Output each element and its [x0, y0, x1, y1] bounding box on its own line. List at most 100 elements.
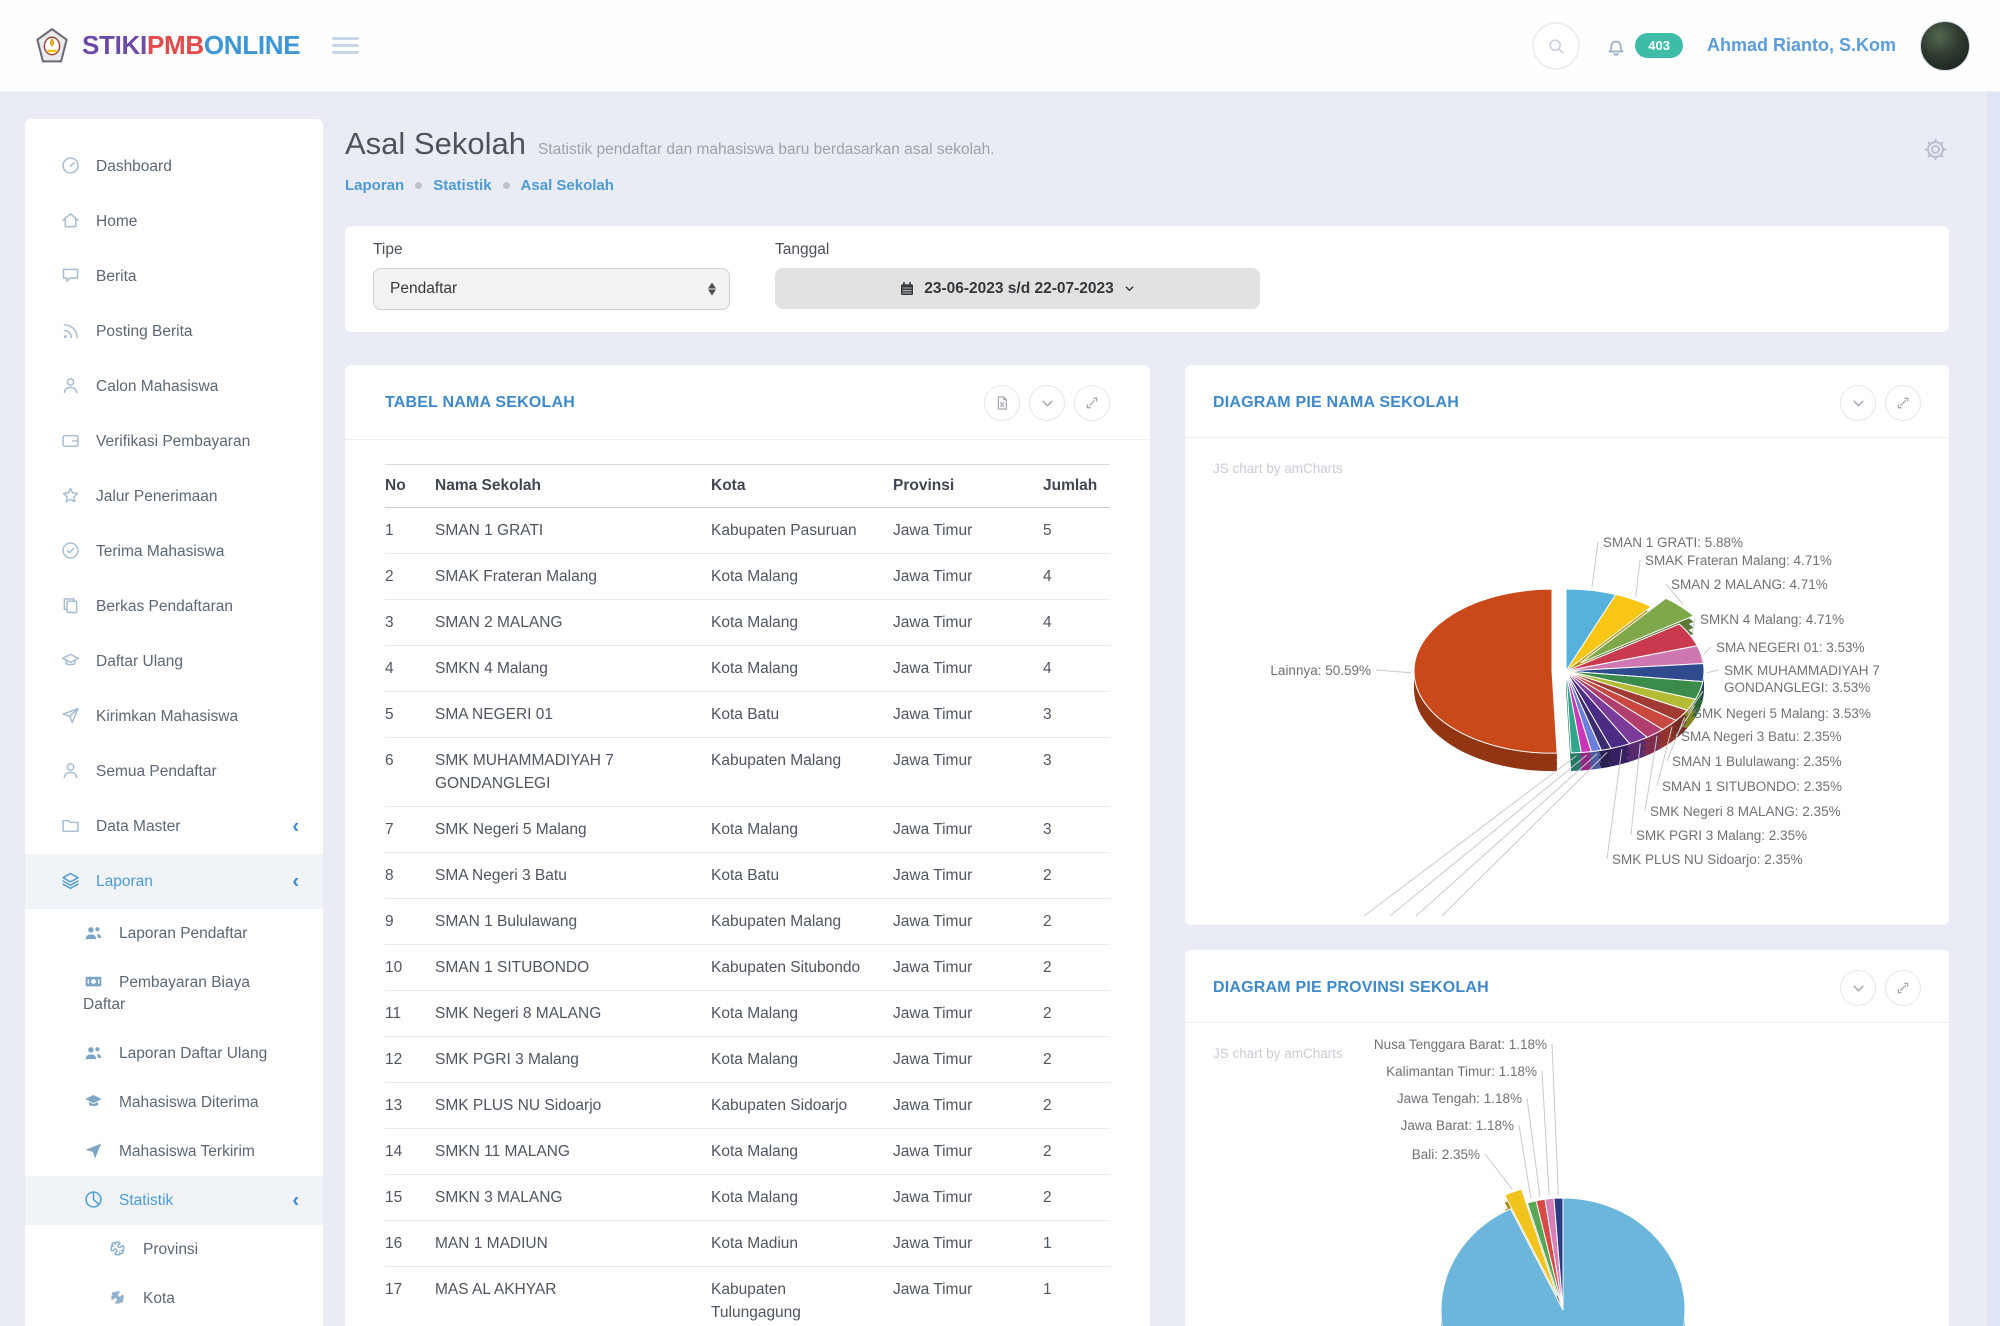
sidebar-item-terima-mahasiswa[interactable]: Terima Mahasiswa [25, 524, 323, 579]
search-button[interactable] [1532, 21, 1581, 70]
expand-button[interactable] [1885, 385, 1921, 421]
sidebar-item-mahasiswa-terkirim[interactable]: Mahasiswa Terkirim [25, 1127, 323, 1176]
collapse-button[interactable] [1840, 970, 1876, 1006]
column-header-provinsi: Provinsi [893, 477, 955, 494]
cell-provinsi: Jawa Timur [893, 821, 973, 838]
sidebar-item-laporan[interactable]: Laporan ‹ [25, 854, 323, 909]
amcharts-watermark: JS chart by amCharts [1213, 1046, 1343, 1061]
settings-button[interactable] [1922, 136, 1949, 168]
pie1-actions [1840, 385, 1921, 421]
cell-no: 15 [385, 1189, 403, 1206]
table-row: 2 SMAK Frateran Malang Kota Malang Jawa Tim… [385, 554, 1110, 600]
page-scrollbar[interactable] [1987, 92, 2000, 1326]
collapse-button[interactable] [1840, 385, 1876, 421]
pie-slice-lainnya[interactable] [1413, 588, 1558, 754]
pie-label: Kalimantan Timur: 1.18% [1386, 1064, 1537, 1079]
gear-icon [1924, 138, 1947, 161]
notifications[interactable]: 403 [1604, 33, 1683, 58]
sidebar-item-semua-pendaftar[interactable]: Semua Pendaftar [25, 744, 323, 799]
sidebar-item-daftar-ulang[interactable]: Daftar Ulang [25, 634, 323, 689]
sidebar-item-statistik[interactable]: Statistik ‹ [25, 1176, 323, 1225]
sidebar-item-laporan-pendaftar[interactable]: Laporan Pendaftar [25, 909, 323, 958]
cell-provinsi: Jawa Timur [893, 959, 973, 976]
avatar[interactable] [1920, 20, 1970, 71]
sidebar-item-data-master[interactable]: Data Master ‹ [25, 799, 323, 854]
sidebar-item-mahasiswa-diterima[interactable]: Mahasiswa Diterima [25, 1078, 323, 1127]
sidebar-item-berita[interactable]: Berita [25, 249, 323, 304]
tipe-label: Tipe [373, 241, 403, 258]
table-row: 4 SMKN 4 Malang Kota Malang Jawa Timur 4 [385, 646, 1110, 692]
sidebar-item-provinsi[interactable]: Provinsi [25, 1225, 323, 1274]
sidebar-item-pembayaran-biaya-daftar[interactable]: Pembayaran Biaya Daftar [25, 958, 323, 1029]
hamburger-menu-icon[interactable] [332, 37, 360, 54]
logo[interactable]: STIKIPMBONLINE [34, 27, 360, 65]
pie-label: SMK PLUS NU Sidoarjo: 2.35% [1612, 852, 1803, 867]
sidebar-item-kota[interactable]: Kota [25, 1274, 323, 1323]
pie-chart-nama-sekolah[interactable]: SMAN 1 GRATI: 5.88% SMAK Frateran Malang:… [1185, 435, 1949, 925]
export-excel-button[interactable] [984, 385, 1020, 421]
table-row: 13 SMK PLUS NU Sidoarjo Kabupaten Sidoarjo… [385, 1083, 1110, 1129]
sidebar-item-label: Kota [143, 1290, 175, 1307]
sidebar-item-calon-mahasiswa[interactable]: Calon Mahasiswa [25, 359, 323, 414]
expand-button[interactable] [1074, 385, 1110, 421]
pie-chart-provinsi-sekolah[interactable]: Nusa Tenggara Barat: 1.18% Kalimantan Tim… [1185, 1030, 1949, 1326]
sidebar-item-home[interactable]: Home [25, 194, 323, 249]
tipe-select-value: Pendaftar [390, 280, 458, 297]
sidebar-item-label: Laporan [96, 873, 153, 890]
tanggal-filter-group: Tanggal 23-06-2023 s/d 22-07-2023 [775, 241, 1260, 317]
cell-provinsi: Jawa Timur [893, 867, 973, 884]
pie-slice-sman-2-malang[interactable] [1580, 597, 1695, 664]
table-row: 3 SMAN 2 MALANG Kota Malang Jawa Timur 4 [385, 600, 1110, 646]
sidebar-item-kirimkan-mahasiswa[interactable]: Kirimkan Mahasiswa [25, 689, 323, 744]
puzzle-icon [107, 1238, 128, 1259]
table-body: 1 SMAN 1 GRATI Kabupaten Pasuruan Jawa Timu… [385, 508, 1110, 1326]
cell-no: 5 [385, 706, 394, 723]
expand-icon [1086, 397, 1098, 409]
breadcrumb-asal-sekolah[interactable]: Asal Sekolah [520, 177, 614, 194]
cell-jumlah: 2 [1043, 867, 1052, 884]
sidebar-item-jalur-penerimaan[interactable]: Jalur Penerimaan [25, 469, 323, 524]
cell-nama-sekolah: SMK Negeri 5 Malang [435, 821, 587, 838]
sidebar-item-posting-berita[interactable]: Posting Berita [25, 304, 323, 359]
breadcrumb-statistik[interactable]: Statistik [433, 177, 492, 194]
cell-kota: Kota Batu [711, 867, 780, 884]
sidebar-item-laporan-daftar-ulang[interactable]: Laporan Daftar Ulang [25, 1029, 323, 1078]
cell-kota: Kota Malang [711, 614, 799, 631]
pie-label-line [1606, 748, 1623, 860]
cell-no: 17 [385, 1281, 403, 1298]
chat-icon [60, 265, 81, 286]
sidebar-item-verifikasi-pembayaran[interactable]: Verifikasi Pembayaran [25, 414, 323, 469]
users-solid-icon [83, 922, 104, 943]
table-row: 5 SMA NEGERI 01 Kota Batu Jawa Timur 3 [385, 692, 1110, 738]
cell-nama-sekolah: SMAK Frateran Malang [435, 568, 597, 585]
user-name[interactable]: Ahmad Rianto, S.Kom [1706, 35, 1896, 55]
sidebar-item-berkas-pendaftaran[interactable]: Berkas Pendaftaran [25, 579, 323, 634]
pie-slice-bali[interactable] [1504, 1188, 1558, 1297]
tipe-select[interactable]: Pendaftar [373, 268, 730, 310]
pie2-title: DIAGRAM PIE PROVINSI SEKOLAH [1213, 979, 1489, 996]
copy-icon [60, 595, 81, 616]
pie-slice-nusa-tenggara-barat[interactable] [1553, 1197, 1564, 1311]
pie-slice-smak-frateran-malang[interactable] [1565, 593, 1653, 672]
expand-button[interactable] [1885, 970, 1921, 1006]
cell-provinsi: Jawa Timur [893, 1051, 973, 1068]
date-range-button[interactable]: 23-06-2023 s/d 22-07-2023 [775, 268, 1260, 309]
sidebar-item-dashboard[interactable]: Dashboard [25, 139, 323, 194]
pie-label: SMA NEGERI 01: 3.53% [1716, 640, 1865, 655]
collapse-button[interactable] [1029, 385, 1065, 421]
sidebar-item-label: Posting Berita [96, 323, 193, 340]
chevron-left-icon: ‹ [292, 815, 299, 838]
table-panel: TABEL NAMA SEKOLAH No Nama Sekolah Kota Pro… [345, 365, 1150, 1326]
logo-text: STIKIPMBONLINE [82, 30, 301, 60]
cell-no: 7 [385, 821, 394, 838]
pie-label-line [1665, 583, 1684, 605]
pie-label-line [1541, 1070, 1550, 1196]
pie-label-line [1691, 618, 1696, 634]
pie-label-line [1687, 691, 1704, 714]
pie-label-line [1441, 751, 1608, 917]
breadcrumb-dot [502, 182, 510, 189]
tipe-filter-group: Tipe Pendaftar [373, 241, 730, 317]
pie-slice-small[interactable] [1565, 670, 1582, 754]
breadcrumb-laporan[interactable]: Laporan [345, 177, 405, 194]
